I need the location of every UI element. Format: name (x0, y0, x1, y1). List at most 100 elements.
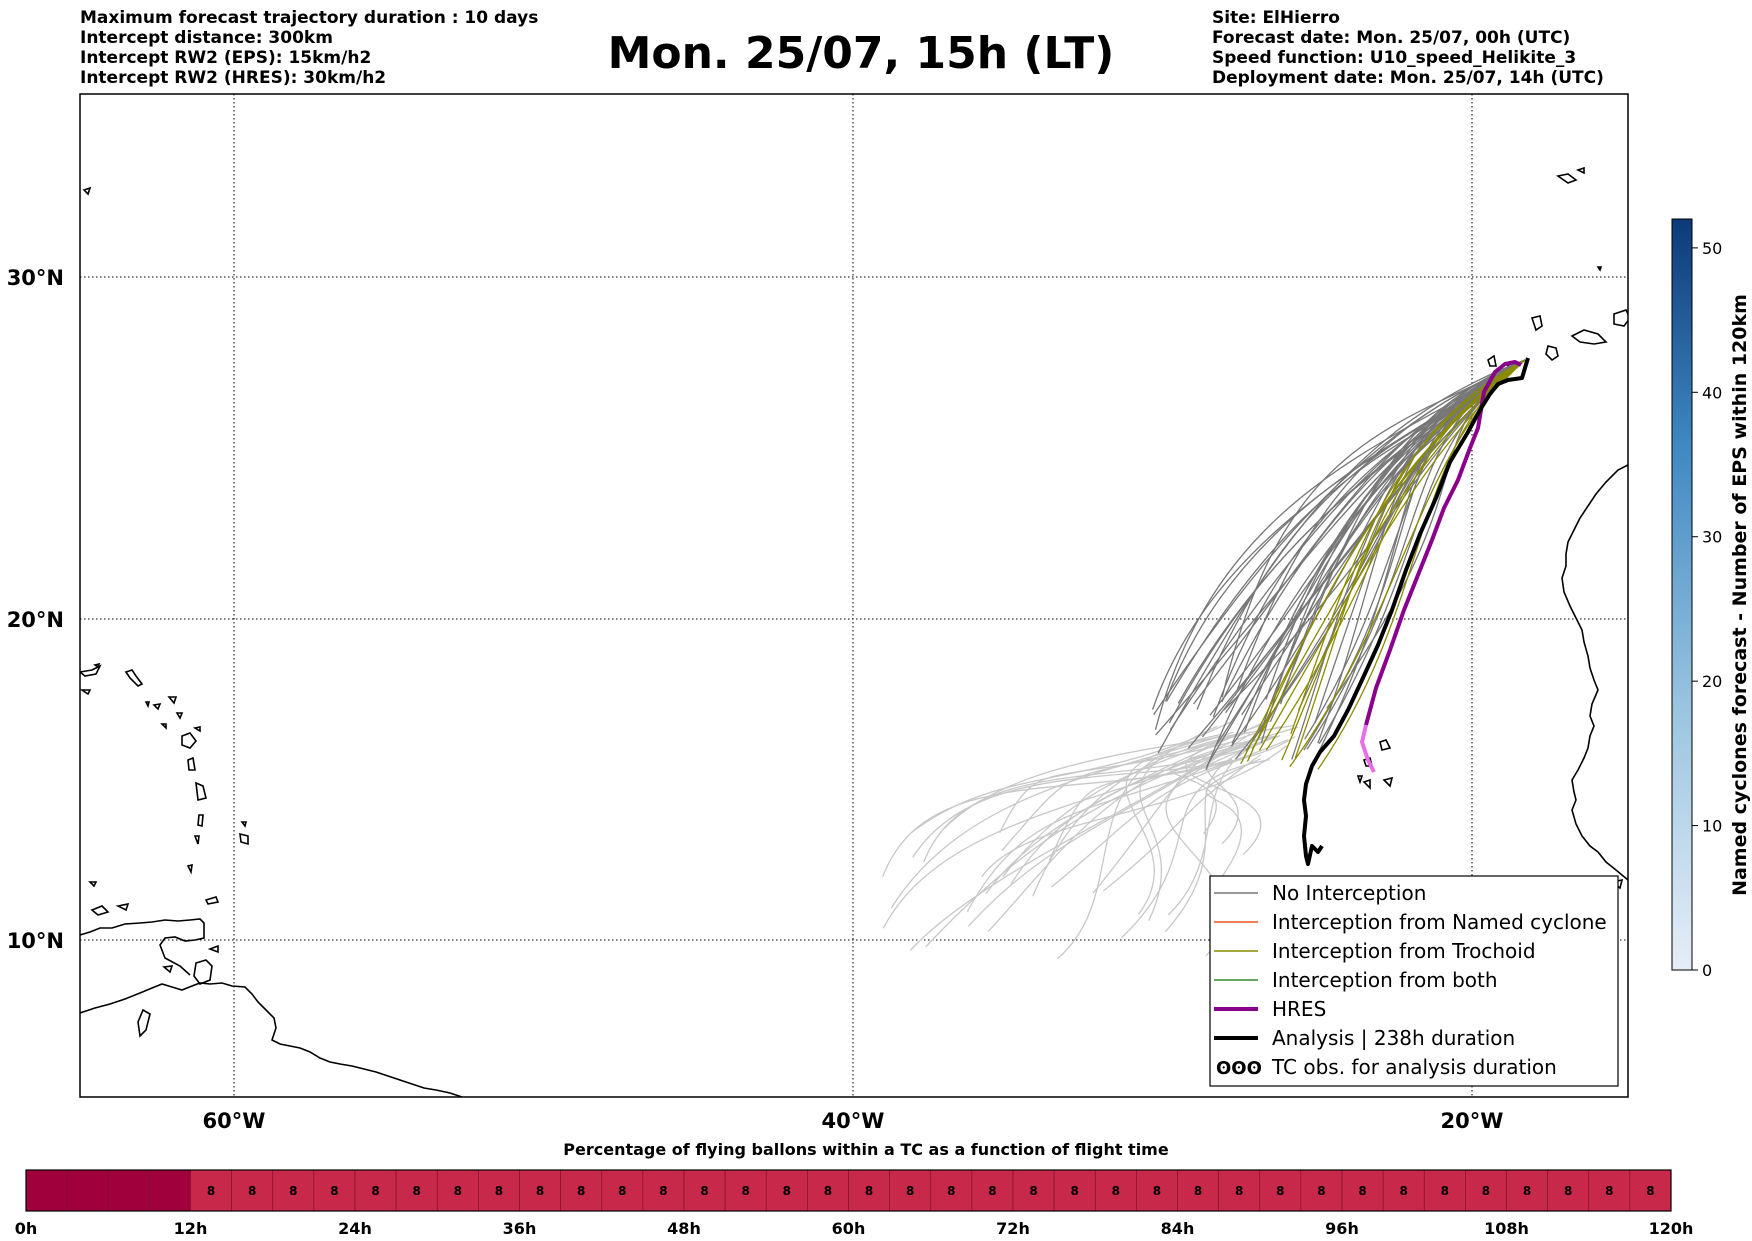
time-bar-cell (395, 1169, 438, 1212)
time-bar-cell (930, 1169, 973, 1212)
time-bar-tick-label: 72h (996, 1219, 1030, 1238)
time-bar-cell-value: 8 (659, 1184, 667, 1198)
time-bar-cell (807, 1169, 849, 1212)
time-bar-cell-value: 8 (1112, 1184, 1120, 1198)
site-text: Site: ElHierro (1212, 8, 1340, 28)
speed-function-text: Speed function: U10_speed_Helikite_3 (1212, 48, 1577, 68)
legend-label-tc-obs: TC obs. for analysis duration (1271, 1055, 1557, 1079)
time-bar-cell-value: 8 (577, 1184, 585, 1198)
time-bar-cell-value: 8 (1646, 1184, 1654, 1198)
time-bar-cell (436, 1169, 479, 1212)
page-title: Mon. 25/07, 15h (LT) (607, 28, 1115, 79)
deployment-date-text: Deployment date: Mon. 25/07, 14h (UTC) (1212, 68, 1604, 88)
island-trinidad-w (162, 965, 174, 974)
colorbar-gradient (1671, 218, 1693, 971)
lon-label-40w: 40°W (822, 1109, 885, 1133)
island-antigua (192, 726, 201, 733)
trajectory-tail (1206, 741, 1261, 845)
trajectory-tail (882, 736, 1264, 929)
island-tobago (207, 944, 219, 954)
forecast-date-text: Forecast date: Mon. 25/07, 00h (UTC) (1212, 28, 1571, 48)
time-bar-cell (313, 1169, 356, 1212)
coast-africa (1561, 464, 1628, 881)
time-bar-cell-value: 8 (700, 1184, 708, 1198)
island-barbados (239, 832, 249, 846)
time-bar-cell-value: 8 (330, 1184, 338, 1198)
time-bar-cell (971, 1169, 1014, 1212)
legend-swatch-tc-obs: ʘʘʘ (1216, 1058, 1262, 1079)
time-bar-tick-label: 108h (1484, 1219, 1529, 1238)
hres-trajectory-end (1359, 724, 1376, 773)
time-bar-cell-value: 8 (454, 1184, 462, 1198)
trajectory-trochoid (1294, 359, 1526, 759)
trajectory-tail (1120, 758, 1270, 939)
time-bar: Percentage of flying ballons within a TC… (15, 1140, 1694, 1238)
legend-label-named-cyclone: Interception from Named cyclone (1272, 910, 1607, 934)
colorbar-tick-label: 40 (1702, 383, 1722, 402)
island-trinidad (193, 959, 213, 985)
island-montserrat (144, 701, 151, 709)
island-porto-santo (1575, 166, 1585, 175)
island-stlucia (197, 814, 204, 828)
island-anguilla (152, 702, 162, 711)
trajectory-trochoid (1281, 359, 1526, 761)
coast-cape-verde-1 (1379, 739, 1392, 751)
time-bar-cell-value: 8 (1358, 1184, 1366, 1198)
time-bar-cell-value: 8 (1523, 1184, 1531, 1198)
island-guadeloupe (181, 732, 198, 749)
time-bar-cell (231, 1169, 274, 1212)
trajectory-no-interception (1192, 359, 1526, 705)
time-bar-cell-value: 8 (906, 1184, 914, 1198)
lon-label-20w: 20°W (1441, 1109, 1504, 1133)
colorbar: 0 10 20 30 40 50 Named cyclones forecast - Nu… (1671, 218, 1751, 980)
time-bar-cell (765, 1169, 808, 1212)
time-bar-cell (1053, 1169, 1096, 1212)
island-leeward-a (82, 186, 92, 196)
time-bar-cell-value: 8 (1235, 1184, 1243, 1198)
time-bar-cell (1341, 1169, 1384, 1212)
time-bar-cell-value: 8 (1441, 1184, 1449, 1198)
island-madeira (1556, 173, 1578, 184)
intercept-hres-text: Intercept RW2 (HRES): 30km/h2 (80, 68, 387, 88)
time-bar-cell (149, 1169, 191, 1212)
island-sable (240, 821, 248, 828)
trajectory-tail (1205, 758, 1262, 885)
island-lanzarote (1613, 309, 1628, 327)
lon-label-60w: 60°W (203, 1109, 266, 1133)
island-aruba (90, 905, 110, 916)
island-cape-small (88, 881, 98, 888)
trajectory-tail (1001, 733, 1243, 852)
header-info-left: Maximum forecast trajectory duration : 1… (80, 8, 538, 88)
colorbar-tick-label: 50 (1702, 239, 1722, 258)
island-dominica (187, 756, 196, 771)
time-bar-cell-value: 8 (1605, 1184, 1613, 1198)
colorbar-tick-label: 20 (1702, 672, 1722, 691)
legend-label-trochoid: Interception from Trochoid (1272, 939, 1536, 963)
island-virgin (124, 669, 144, 687)
analysis-trajectory (1302, 357, 1530, 866)
time-bar-cell (66, 1169, 109, 1212)
legend-label-no-interception: No Interception (1272, 881, 1426, 905)
lat-label-10n: 10°N (7, 929, 64, 953)
island-barbuda (160, 723, 167, 730)
time-bar-cell (1259, 1169, 1302, 1212)
coast-orinoco (137, 1008, 151, 1038)
time-bar-cell (724, 1169, 767, 1212)
island-vieques (80, 689, 92, 696)
trajectory-tail (1167, 735, 1276, 916)
time-bar-tick-label: 120h (1649, 1219, 1694, 1238)
time-bar-cell-value: 8 (865, 1184, 873, 1198)
colorbar-tick-label: 10 (1702, 817, 1722, 836)
island-prico (80, 664, 102, 677)
time-bar-cell (560, 1169, 603, 1212)
colorbar-label: Named cyclones forecast - Number of EPS … (1729, 294, 1751, 896)
coast-south-america (80, 982, 463, 1097)
island-stkitts (175, 712, 184, 720)
time-bar-tick-label: 36h (503, 1219, 537, 1238)
time-bar-cell-value: 8 (289, 1184, 297, 1198)
time-bar-cell-value: 8 (371, 1184, 379, 1198)
legend: No Interception Interception from Named … (1209, 875, 1619, 1087)
trajectory-tail (1139, 725, 1218, 921)
island-fuerteventura (1570, 329, 1608, 345)
lat-label-20n: 20°N (7, 608, 64, 632)
